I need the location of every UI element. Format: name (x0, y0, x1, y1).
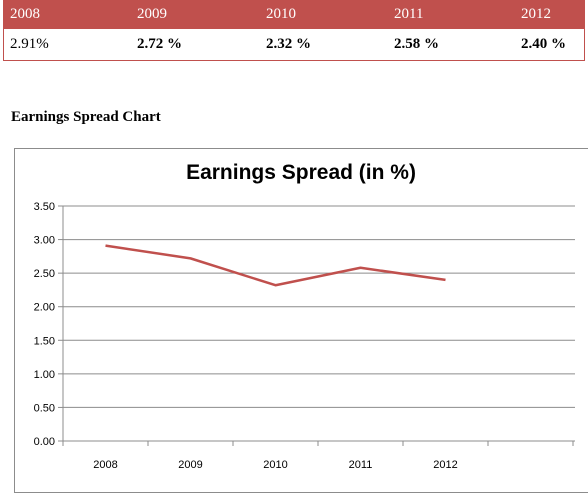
y-tick-label: 3.50 (34, 201, 55, 213)
y-tick-label: 0.50 (34, 402, 55, 414)
x-tick-label: 2010 (263, 459, 287, 471)
x-tick-label: 2008 (93, 459, 117, 471)
y-tick-label: 2.50 (34, 268, 55, 280)
x-tick-label: 2009 (178, 459, 202, 471)
y-tick-label: 1.00 (34, 369, 55, 381)
x-tick-label: 2011 (349, 459, 373, 471)
y-tick-label: 1.50 (34, 335, 55, 347)
y-tick-label: 0.00 (34, 436, 55, 448)
y-tick-label: 2.00 (34, 302, 55, 314)
x-tick-label: 2012 (433, 459, 457, 471)
series-line (106, 246, 446, 286)
y-tick-label: 3.00 (34, 235, 55, 247)
